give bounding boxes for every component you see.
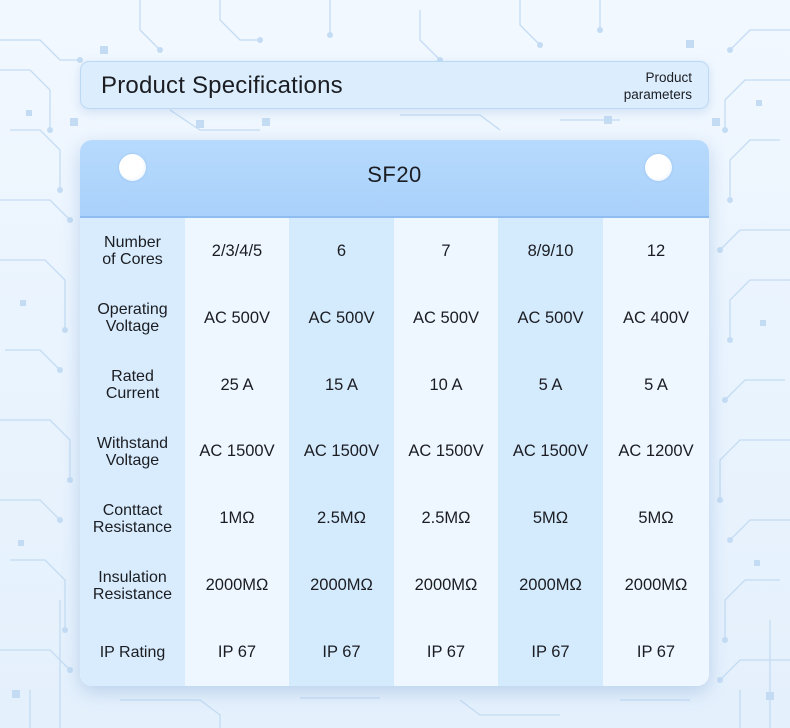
table-cell: 2000MΩ (289, 552, 394, 620)
table-cell: 6 (289, 218, 394, 285)
table-cell: 2000MΩ (603, 552, 709, 620)
spec-table-card: SF20 Number of Cores 2/3/4/5 6 7 8/9/10 12 Oper… (80, 140, 709, 686)
table-cell: 7 (394, 218, 498, 285)
table-cell: 12 (603, 218, 709, 285)
row-label-line1: IP Rating (99, 644, 166, 662)
table-cell: 2.5MΩ (394, 485, 498, 553)
row-label-line2: Resistance (92, 518, 173, 536)
table-cell: 5 A (498, 351, 603, 419)
model-name: SF20 (367, 162, 422, 187)
row-label-line1: Rated (111, 368, 154, 386)
row-label-line2: of Cores (102, 251, 163, 269)
header-subtitle: Product parameters (582, 69, 692, 103)
row-label: Withstand Voltage (80, 418, 185, 486)
table-cell: AC 1500V (498, 418, 603, 486)
table-cell: IP 67 (185, 619, 289, 686)
table-cell: AC 1500V (289, 418, 394, 486)
table-cell: 8/9/10 (498, 218, 603, 285)
page-title: Product Specifications (101, 72, 343, 99)
left-hole-icon (119, 154, 146, 181)
table-cell: 5MΩ (498, 485, 603, 553)
product-specifications-header: Product Specifications Product parameter… (80, 61, 709, 109)
table-cell: IP 67 (289, 619, 394, 686)
table-cell: AC 1500V (394, 418, 498, 486)
table-cell: AC 1200V (603, 418, 709, 486)
table-cell: 25 A (185, 351, 289, 419)
spec-grid: Number of Cores 2/3/4/5 6 7 8/9/10 12 Operating… (80, 218, 709, 686)
row-label-line1: Insulation (98, 568, 167, 586)
row-label-line1: Conttact (102, 501, 163, 519)
header-subtitle-line1: Product (645, 70, 692, 85)
row-label: IP Rating (80, 619, 185, 686)
table-cell: 2000MΩ (394, 552, 498, 620)
table-cell: 2.5MΩ (289, 485, 394, 553)
table-cell: 5 A (603, 351, 709, 419)
table-cell: 5MΩ (603, 485, 709, 553)
table-cell: 2000MΩ (498, 552, 603, 620)
table-cell: AC 400V (603, 284, 709, 352)
table-cell: 1MΩ (185, 485, 289, 553)
table-cell: 2/3/4/5 (185, 218, 289, 285)
row-label: Rated Current (80, 351, 185, 419)
table-cell: 10 A (394, 351, 498, 419)
table-cell: AC 500V (289, 284, 394, 352)
table-cell: AC 500V (185, 284, 289, 352)
table-cell: AC 500V (498, 284, 603, 352)
row-label-line1: Withstand (96, 434, 169, 452)
right-hole-icon (645, 154, 672, 181)
row-label: Conttact Resistance (80, 485, 185, 553)
row-label-line2: Voltage (105, 451, 160, 469)
table-cell: 15 A (289, 351, 394, 419)
row-label: Insulation Resistance (80, 552, 185, 620)
row-label: Number of Cores (80, 218, 185, 285)
header-subtitle-line2: parameters (623, 87, 692, 102)
table-cell: IP 67 (603, 619, 709, 686)
table-cell: AC 1500V (185, 418, 289, 486)
spec-table-header: SF20 (80, 140, 709, 218)
row-label-line1: Number (104, 234, 161, 252)
table-cell: AC 500V (394, 284, 498, 352)
table-cell: IP 67 (394, 619, 498, 686)
table-cell: 2000MΩ (185, 552, 289, 620)
row-label-line1: Operating (97, 301, 168, 319)
row-label: Operating Voltage (80, 284, 185, 352)
row-label-line2: Voltage (105, 318, 160, 336)
row-label-line2: Current (105, 385, 160, 403)
table-cell: IP 67 (498, 619, 603, 686)
row-label-line2: Resistance (92, 585, 173, 603)
